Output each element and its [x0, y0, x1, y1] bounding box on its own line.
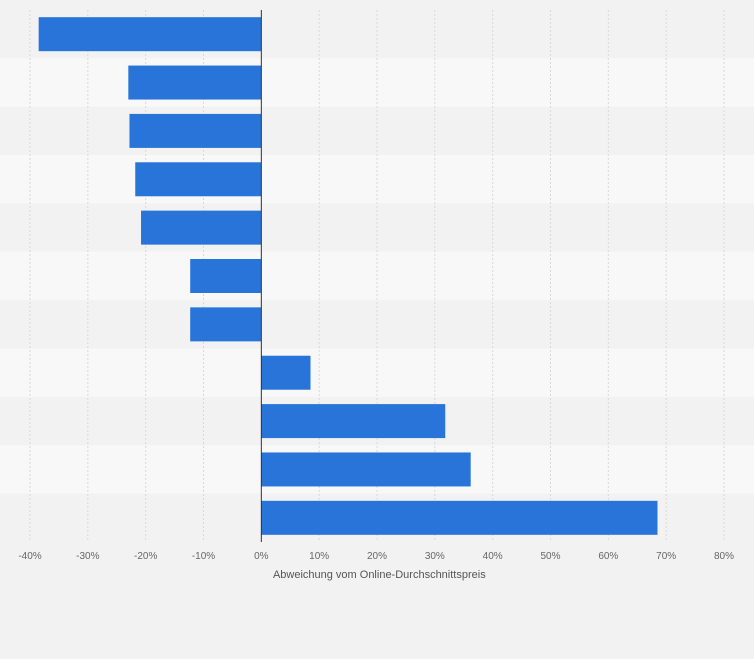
bar — [190, 259, 262, 293]
x-tick-label: 0% — [254, 551, 269, 562]
x-tick-label: 70% — [656, 551, 676, 562]
bar — [135, 162, 262, 197]
bars — [38, 17, 658, 535]
x-tick-label: 30% — [425, 551, 445, 562]
bar — [128, 65, 262, 100]
gridlines — [29, 10, 725, 542]
x-tick-label: 60% — [598, 551, 618, 562]
x-tick-label: -20% — [134, 551, 157, 562]
bar — [190, 307, 262, 342]
row-stripe — [0, 300, 754, 349]
x-tick-label: -40% — [18, 551, 41, 562]
bar — [261, 500, 658, 535]
row-stripe — [0, 348, 754, 397]
x-tick-label: 20% — [367, 551, 387, 562]
x-tick-label: 80% — [714, 551, 734, 562]
x-tick-label: 50% — [540, 551, 560, 562]
bar — [38, 17, 262, 52]
x-tick-label: 40% — [483, 551, 503, 562]
x-tick-label: 10% — [309, 551, 329, 562]
bar — [129, 113, 262, 148]
bar — [261, 404, 446, 439]
x-tick-label: -10% — [192, 551, 215, 562]
x-tick-labels: -40% -30% -20% -10% 0% 10% 20% 30% 40% 50% 60% 70% 8… — [18, 551, 734, 562]
x-axis-title: Abweichung vom Online-Durchschnittspreis — [273, 569, 486, 581]
bar — [261, 452, 471, 487]
bar — [261, 355, 311, 390]
bar — [141, 210, 262, 245]
x-tick-label: -30% — [76, 551, 99, 562]
